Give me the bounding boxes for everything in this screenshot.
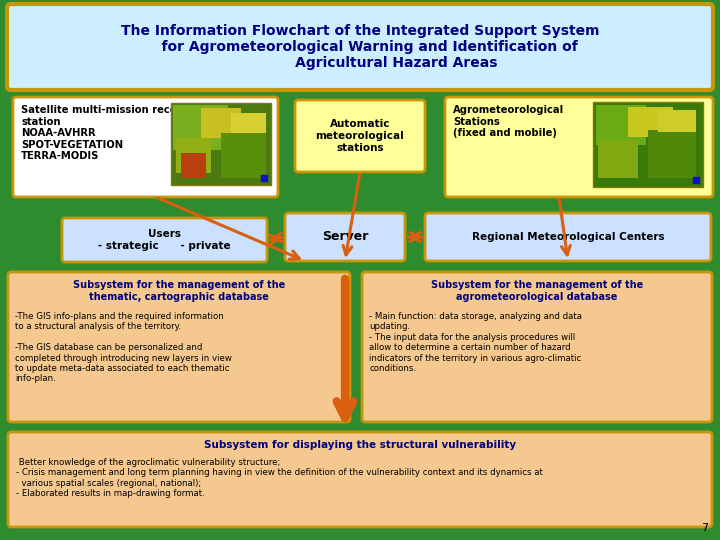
FancyBboxPatch shape (173, 105, 228, 150)
FancyBboxPatch shape (176, 138, 211, 173)
FancyBboxPatch shape (13, 97, 278, 197)
FancyBboxPatch shape (221, 133, 266, 178)
FancyBboxPatch shape (628, 107, 673, 137)
Text: Better knowledge of the agroclimatic vulnerability structure;
- Crisis managemen: Better knowledge of the agroclimatic vul… (16, 458, 543, 498)
Text: -The GIS info-plans and the required information
to a structural analysis of the: -The GIS info-plans and the required inf… (15, 312, 232, 383)
FancyBboxPatch shape (181, 153, 206, 178)
FancyBboxPatch shape (285, 213, 405, 261)
Text: Subsystem for the management of the
thematic, cartographic database: Subsystem for the management of the them… (73, 280, 285, 302)
Text: Users
- strategic      - private: Users - strategic - private (98, 229, 231, 251)
Text: Subsystem for the management of the
agrometeorological database: Subsystem for the management of the agro… (431, 280, 643, 302)
FancyBboxPatch shape (445, 97, 713, 197)
Text: 7: 7 (701, 523, 708, 533)
Text: Server: Server (322, 231, 368, 244)
FancyBboxPatch shape (598, 140, 638, 178)
FancyBboxPatch shape (171, 103, 271, 185)
FancyBboxPatch shape (8, 272, 350, 422)
FancyBboxPatch shape (596, 105, 646, 145)
Text: Agrometeorological
Stations
(fixed and mobile): Agrometeorological Stations (fixed and m… (453, 105, 564, 138)
FancyBboxPatch shape (648, 130, 696, 178)
FancyBboxPatch shape (231, 113, 266, 133)
Text: The Information Flowchart of the Integrated Support System
    for Agrometeorolo: The Information Flowchart of the Integra… (121, 24, 599, 70)
Text: Automatic
meteorological
stations: Automatic meteorological stations (315, 119, 405, 153)
FancyBboxPatch shape (7, 4, 713, 90)
FancyBboxPatch shape (201, 108, 241, 138)
FancyBboxPatch shape (658, 110, 696, 132)
FancyBboxPatch shape (362, 272, 712, 422)
FancyBboxPatch shape (425, 213, 711, 261)
FancyBboxPatch shape (593, 102, 703, 187)
Text: Subsystem for displaying the structural vulnerability: Subsystem for displaying the structural … (204, 440, 516, 450)
FancyBboxPatch shape (295, 100, 425, 172)
Text: - Main function: data storage, analyzing and data
updating.
- The input data for: - Main function: data storage, analyzing… (369, 312, 582, 373)
FancyBboxPatch shape (8, 432, 712, 527)
FancyBboxPatch shape (62, 218, 267, 262)
Text: Regional Meteorological Centers: Regional Meteorological Centers (472, 232, 665, 242)
Text: Satellite multi-mission receiving
station
NOAA-AVHRR
SPOT-VEGETATION
TERRA-MODIS: Satellite multi-mission receiving statio… (21, 105, 204, 161)
